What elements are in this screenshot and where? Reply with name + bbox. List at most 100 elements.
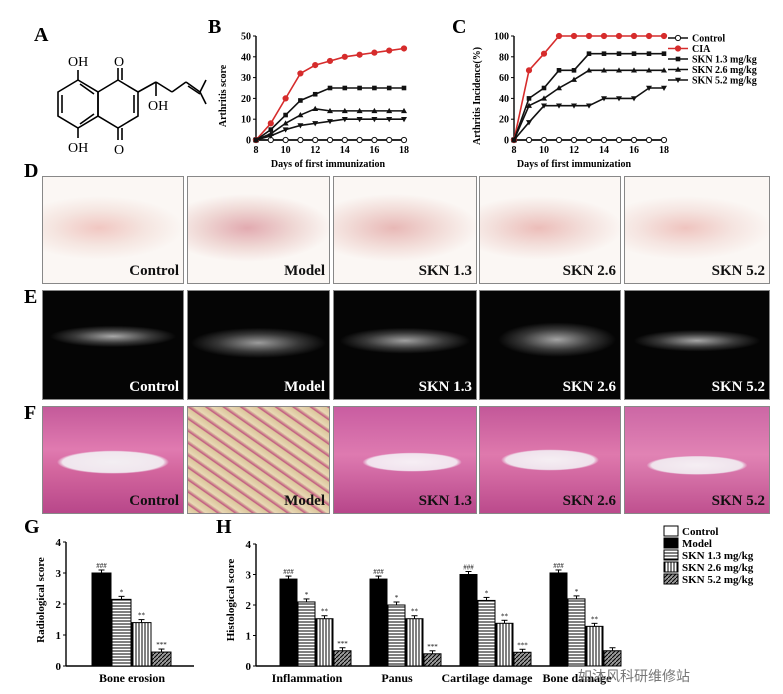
xray-model: Model xyxy=(187,290,330,400)
chart-c-legend-marker-3 xyxy=(675,66,681,72)
chart-c-series-4-point-3 xyxy=(556,103,562,109)
photo-caption-f-control: Control xyxy=(129,493,179,509)
chart-c-series-2-point-1 xyxy=(526,96,532,101)
chart-c-series-2-point-9 xyxy=(646,51,652,56)
chart-h: Histological score 01234###******Inflamm… xyxy=(225,525,754,685)
chart-c-series-1-point-8 xyxy=(630,32,638,40)
chart-b-series-1-point-9 xyxy=(386,47,393,54)
chart-h-ylabel: Histological score xyxy=(225,559,237,642)
chart-h-legend-label-2: SKN 1.3 mg/kg xyxy=(682,550,754,562)
chart-b-series-1-point-10 xyxy=(400,45,408,52)
chart-h-category-label-3: Bone damage xyxy=(543,671,613,685)
chart-c-series-3-point-7 xyxy=(616,67,622,73)
photo-caption-d-model: Model xyxy=(284,263,325,279)
chart-g-sig-0-2: ** xyxy=(138,612,146,620)
chart-h-legend-label-3: SKN 2.6 mg/kg xyxy=(682,562,754,574)
chart-c-series-4-point-10 xyxy=(661,85,667,91)
chart-c-series-1-point-2 xyxy=(540,50,548,57)
paw-photo-control: Control xyxy=(42,176,184,284)
chart-c-legend-label-0: Control xyxy=(692,34,725,45)
chart-b-series-1-point-2 xyxy=(282,95,289,102)
chart-b-series-4-point-7 xyxy=(356,117,363,123)
photo-caption-e-skn13: SKN 1.3 xyxy=(418,379,472,395)
chart-b-ytick-label-30: 30 xyxy=(241,73,251,84)
chart-g-sig-0-1: * xyxy=(120,588,124,596)
photo-caption-d-skn52: SKN 5.2 xyxy=(711,263,765,279)
chart-h-bar-1-1 xyxy=(369,578,388,667)
chart-c-series-line-4 xyxy=(513,87,664,141)
chart-c-series-4-point-7 xyxy=(616,96,622,102)
chart-c-legend-label-3: SKN 2.6 mg/kg xyxy=(692,65,757,76)
chemical-structure: OH O OH O OH xyxy=(57,55,207,158)
chart-c-series-3-point-9 xyxy=(646,67,652,73)
panel-label-c: C xyxy=(452,16,467,38)
chart-c-series-2-point-2 xyxy=(541,85,547,91)
chart-c-legend-label-1: CIA xyxy=(692,44,711,55)
chart-b-series-1-point-4 xyxy=(312,62,319,69)
chart-c-series-2-point-5 xyxy=(586,51,592,56)
chart-b-series-2-point-5 xyxy=(327,85,333,91)
chart-c-legend-marker-4 xyxy=(675,77,681,83)
chart-c-series-3-point-4 xyxy=(571,76,577,82)
chart-c-series-4-point-1 xyxy=(526,120,532,126)
chart-b-series-4-point-2 xyxy=(282,127,289,133)
chart-g-sig-0-3: *** xyxy=(156,641,167,649)
chart-h-bar-2-4 xyxy=(513,651,532,667)
chart-c-xtick-label-14: 14 xyxy=(599,145,609,156)
chart-b-series-3-point-4 xyxy=(312,105,319,111)
chart-h-legend-swatch-1 xyxy=(663,537,679,549)
histology-skn52: SKN 5.2 xyxy=(624,406,770,514)
chart-b-series-3-point-9 xyxy=(386,107,393,114)
chart-h-ytick-label-1: 1 xyxy=(246,631,252,643)
chart-g-ytick-label-4: 4 xyxy=(56,537,62,549)
chart-c-ytick-label-40: 40 xyxy=(499,94,509,105)
chart-c-xtick-label-8: 8 xyxy=(512,145,517,156)
chart-b-series-4-point-4 xyxy=(312,121,319,127)
chart-b-ytick-label-50: 50 xyxy=(241,32,251,43)
chart-b-series-4-point-6 xyxy=(341,117,348,123)
photo-caption-d-control: Control xyxy=(129,263,179,279)
chart-h-legend-swatch-0 xyxy=(663,525,679,537)
chart-b-series-1-point-8 xyxy=(371,49,378,56)
photo-caption-f-skn52: SKN 5.2 xyxy=(711,493,765,509)
chart-b-ytick-label-20: 20 xyxy=(241,94,251,105)
chart-c-series-0-point-4 xyxy=(570,136,578,144)
chart-b-series-2-point-2 xyxy=(283,112,288,118)
chart-c-xtick-label-16: 16 xyxy=(629,145,639,156)
photo-caption-e-skn52: SKN 5.2 xyxy=(711,379,765,395)
chart-c-legend-marker-1 xyxy=(674,45,682,52)
chart-h-bar-0-1 xyxy=(279,578,298,667)
chart-h-bar-3-4 xyxy=(603,650,622,667)
atom-oh-top: OH xyxy=(68,55,88,70)
panel-label-g: G xyxy=(24,516,40,538)
watermark-text: 如沐风科研维修站 xyxy=(578,669,690,685)
chart-h-legend-swatch-3 xyxy=(663,561,679,573)
chart-c-series-3-point-3 xyxy=(556,85,562,91)
chart-c-series-4-point-6 xyxy=(601,96,607,102)
chart-b-series-1-point-1 xyxy=(267,120,274,127)
chart-c-series-0-point-9 xyxy=(645,136,653,144)
photo-caption-f-skn13: SKN 1.3 xyxy=(418,493,472,509)
chart-c-series-2-point-4 xyxy=(571,68,577,73)
histology-control: Control xyxy=(42,406,184,514)
atom-o-bottom: O xyxy=(114,143,124,158)
photo-caption-e-control: Control xyxy=(129,379,179,395)
chart-h-bar-2-3 xyxy=(495,622,514,667)
chart-h-sig-0-4: *** xyxy=(337,640,348,648)
chart-b-series-0-point-5 xyxy=(326,136,334,144)
xray-skn26: SKN 2.6 xyxy=(479,290,621,400)
chart-h-sig-2-4: *** xyxy=(517,641,528,649)
chart-b-xtick-label-18: 18 xyxy=(399,145,409,156)
photo-caption-d-skn13: SKN 1.3 xyxy=(418,263,472,279)
chart-c-ytick-label-80: 80 xyxy=(499,52,509,63)
chart-h-ytick-label-2: 2 xyxy=(246,600,252,612)
chart-b-series-2-point-10 xyxy=(401,85,407,91)
chart-c-series-4-point-0 xyxy=(511,137,517,143)
chart-c-series-3-point-2 xyxy=(541,95,547,101)
xray-skn52: SKN 5.2 xyxy=(624,290,770,400)
chart-h-legend-label-0: Control xyxy=(682,526,718,538)
xray-skn13: SKN 1.3 xyxy=(333,290,477,400)
chart-g-bar-0-1 xyxy=(111,598,132,667)
chart-c-series-1-point-3 xyxy=(555,32,563,40)
chart-c-series-0-point-5 xyxy=(585,136,593,144)
